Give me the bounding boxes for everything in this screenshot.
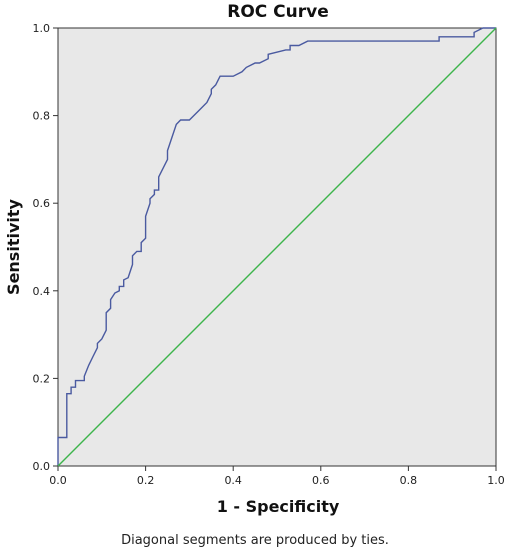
y-tick-label: 0.0: [33, 460, 51, 473]
y-axis-label: Sensitivity: [4, 198, 23, 294]
chart-title: ROC Curve: [227, 2, 329, 22]
y-tick-label: 0.8: [33, 110, 51, 123]
y-tick-label: 0.6: [33, 197, 51, 210]
y-tick-label: 0.2: [33, 372, 51, 385]
footnote: Diagonal segments are produced by ties.: [121, 533, 389, 548]
y-axis: 0.0 0.2 0.4 0.6 0.8 1.0: [33, 22, 58, 473]
x-axis-label: 1 - Specificity: [217, 497, 340, 516]
reference-diagonal-line: [57, 27, 497, 467]
chart-marks: [57, 27, 497, 467]
x-tick-label: 0.4: [224, 474, 242, 487]
x-tick-label: 0.8: [400, 474, 418, 487]
x-tick-label: 0.2: [137, 474, 155, 487]
x-tick-label: 0.0: [49, 474, 67, 487]
y-tick-label: 0.4: [33, 285, 51, 298]
roc-curve-line: [57, 27, 496, 466]
y-tick-label: 1.0: [33, 22, 51, 35]
x-tick-label: 1.0: [487, 474, 505, 487]
x-tick-label: 0.6: [312, 474, 330, 487]
x-axis: 0.0 0.2 0.4 0.6 0.8 1.0: [49, 466, 505, 487]
